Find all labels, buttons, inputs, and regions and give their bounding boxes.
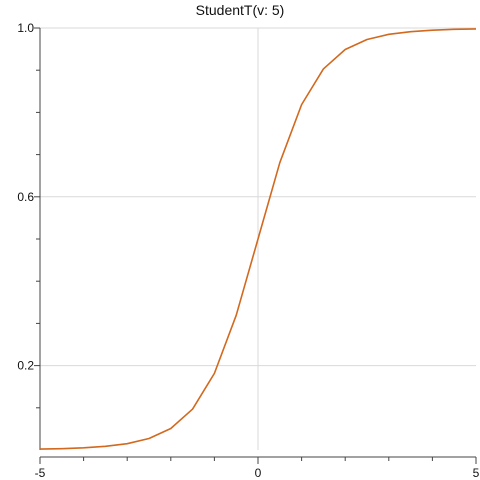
tick-labels: 0.2 0.6 1.0 -5 0 5 bbox=[17, 21, 479, 480]
x-tick-label: 0 bbox=[255, 466, 262, 480]
x-tick-label: -5 bbox=[35, 466, 46, 480]
axes bbox=[34, 27, 477, 464]
x-tick-label: 5 bbox=[473, 466, 480, 480]
y-tick-label: 0.2 bbox=[17, 359, 34, 373]
y-tick-label: 0.6 bbox=[17, 190, 34, 204]
series-layer bbox=[39, 28, 477, 450]
y-tick-label: 1.0 bbox=[17, 21, 34, 35]
series-line bbox=[39, 28, 477, 450]
chart-title: StudentT(v: 5) bbox=[196, 2, 285, 18]
